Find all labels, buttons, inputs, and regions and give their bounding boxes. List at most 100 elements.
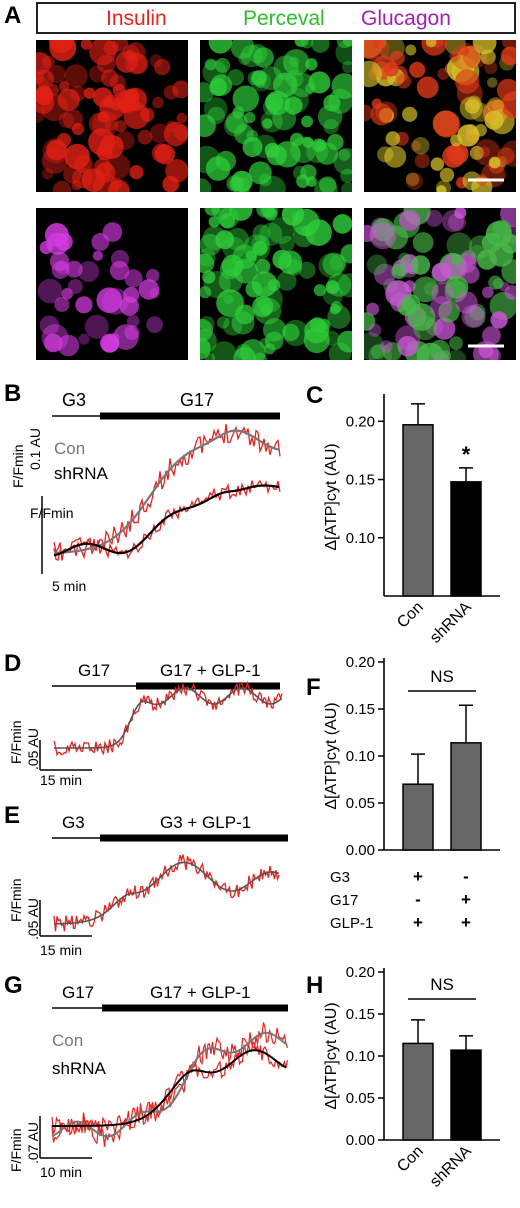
y-tick-label: 0.20	[346, 413, 375, 430]
y-axis-label: Δ[ATP]cyt (AU)	[323, 1002, 340, 1109]
bar-con	[402, 1042, 434, 1141]
panel-label-e: E	[4, 802, 21, 829]
glucagon-image	[36, 208, 188, 360]
legend-glucagon: Glucagon	[361, 7, 451, 30]
factor-sign: +	[461, 913, 471, 932]
fit-trace-shrna	[53, 484, 280, 557]
legend-con: Con	[52, 1031, 83, 1050]
y-scale-value-b: 0.1 AU	[27, 427, 43, 470]
y-scale-value-e: .05 AU	[25, 897, 41, 940]
x-scale-g: 10 min	[40, 1164, 83, 1180]
bar-chart-h: 0.00 0.05 0.10 0.15 0.20 Δ[ATP]cyt (AU) Con shR…	[323, 964, 500, 1191]
y-tick-label: 0.10	[346, 748, 375, 765]
y-scale-e: F/Fmin	[8, 878, 24, 922]
legend-shrna: shRNA	[52, 1059, 107, 1078]
y-tick-label: 0.00	[346, 842, 375, 859]
merge-glucagon-perceval	[364, 208, 516, 360]
legend-con: Con	[54, 439, 85, 458]
panel-label-h: H	[306, 972, 324, 999]
factor-sign: -	[463, 867, 469, 886]
factor-glp-1: GLP-1	[330, 915, 373, 932]
insulin-image	[36, 40, 188, 192]
y-axis-label: Δ[ATP]cyt (AU)	[323, 702, 340, 809]
trace-panel-b: G3 G17 Con shRNA F/Fmin	[30, 390, 281, 574]
condition-g3: G3	[62, 390, 86, 410]
x-tick-label: shRNA	[427, 1143, 475, 1191]
legend-insulin: Insulin	[106, 7, 167, 30]
y-axis-label: Δ[ATP]cyt (AU)	[323, 443, 340, 550]
raw-trace	[53, 680, 283, 757]
panel-label-g: G	[4, 972, 23, 999]
factor-g3: G3	[330, 869, 350, 886]
legend-shrna: shRNA	[54, 464, 109, 483]
panel-label-a: A	[4, 2, 22, 29]
factor-sign: -	[415, 890, 421, 909]
bar-chart-f: 0.00 0.05 0.10 0.15 0.20 Δ[ATP]cyt (AU) NS G3 + -…	[323, 654, 500, 932]
bar-g17-glp-1	[450, 742, 482, 851]
perceval-image-bottom	[200, 208, 352, 360]
panel-label-c: C	[306, 382, 324, 409]
y-scale-value-d: .05 AU	[25, 727, 41, 770]
bar-con	[402, 424, 434, 597]
condition-g17: G17	[180, 390, 214, 410]
scale-bar	[39, 740, 92, 771]
raw-trace	[53, 854, 280, 932]
fit-trace	[53, 861, 280, 925]
condition-g17-glp1: G17 + GLP-1	[160, 661, 261, 680]
panel-label-b: B	[4, 380, 22, 407]
factor-sign: +	[413, 867, 423, 886]
factor-sign: +	[461, 890, 471, 909]
bar-shrna	[450, 1049, 482, 1141]
trace-panel-d: G17 G17 + GLP-1	[39, 661, 283, 771]
ns-label: NS	[430, 975, 454, 994]
x-scale-d: 15 min	[40, 772, 83, 788]
legend-perceval: Perceval	[243, 7, 325, 30]
y-tick-label: 0.10	[346, 1048, 375, 1065]
bar-shrna	[450, 481, 482, 597]
panel-label-f: F	[306, 674, 321, 701]
factor-g17: G17	[330, 892, 358, 909]
trace-panel-e: G3 G3 + GLP-1	[39, 813, 288, 937]
fit-trace	[54, 687, 283, 749]
condition-g17-glp1: G17 + GLP-1	[150, 983, 251, 1002]
x-tick-label: shRNA	[427, 599, 475, 647]
stain-legend: Insulin Perceval Glucagon	[36, 2, 516, 34]
condition-g3: G3	[62, 813, 85, 832]
fit-trace-con	[53, 429, 280, 555]
bar-g3-glp-1	[402, 783, 434, 851]
y-scale-g: F/Fmin	[8, 1128, 24, 1172]
y-tick-label: 0.15	[346, 472, 375, 489]
significance-star: *	[462, 442, 471, 467]
perceval-image-top	[200, 40, 352, 192]
y-tick-label: 0.05	[346, 795, 375, 812]
y-scale-value-g: .07 AU	[25, 1121, 41, 1164]
factor-sign: +	[413, 913, 423, 932]
panel-label-d: D	[4, 650, 22, 677]
raw-trace-shrna	[51, 1039, 289, 1136]
y-tick-label: 0.00	[346, 1132, 375, 1149]
scale-bar	[39, 1116, 92, 1159]
y-scale-d: F/Fmin	[8, 720, 24, 764]
scale-bar	[39, 900, 92, 937]
trace-panel-g: G17 G17 + GLP-1 Con shRNA	[39, 983, 289, 1159]
y-scale-b: F/Fmin	[10, 444, 26, 488]
y-tick-label: 0.05	[346, 1090, 375, 1107]
y-tick-label: 0.20	[346, 964, 375, 981]
x-tick-label: Con	[394, 599, 427, 632]
y-tick-label: 0.15	[346, 701, 375, 718]
y-tick-label: 0.15	[346, 1006, 375, 1023]
scale-bar	[41, 496, 43, 574]
condition-g17: G17	[78, 661, 110, 680]
x-tick-label: Con	[394, 1143, 427, 1176]
condition-g17: G17	[62, 983, 94, 1002]
x-scale-b: 5 min	[52, 578, 87, 594]
condition-g3-glp1: G3 + GLP-1	[160, 813, 251, 832]
ns-label: NS	[430, 667, 454, 686]
y-tick-label: 0.20	[346, 654, 375, 671]
bar-chart-c: 0.10 0.15 0.20 Δ[ATP]cyt (AU) Con shRNA *	[323, 394, 500, 647]
y-scale-label: F/Fmin	[30, 505, 74, 521]
merge-insulin-perceval	[364, 40, 516, 192]
fit-trace-shrna	[52, 1049, 287, 1127]
x-scale-e: 15 min	[40, 942, 83, 958]
y-tick-label: 0.10	[346, 530, 375, 547]
